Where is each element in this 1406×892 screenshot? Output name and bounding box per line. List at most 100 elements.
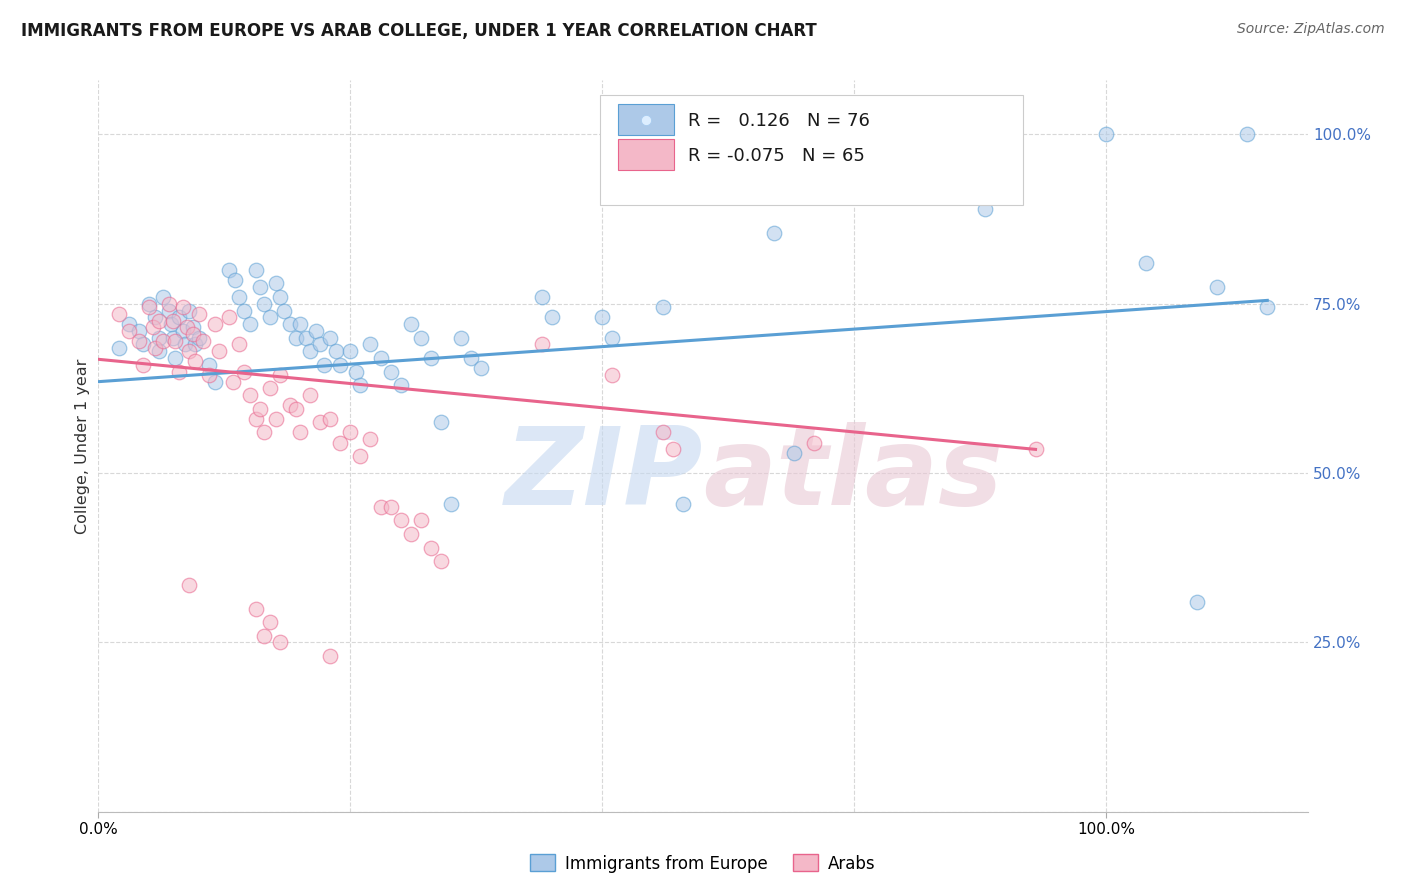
Point [329,435,352,450]
Point [132,337,155,351]
Point [184,354,207,368]
Point [440,497,463,511]
FancyBboxPatch shape [619,104,673,136]
Point [232,303,254,318]
Text: Source: ZipAtlas.com: Source: ZipAtlas.com [1237,22,1385,37]
Point [172,300,194,314]
Text: IMMIGRANTS FROM EUROPE VS ARAB COLLEGE, UNDER 1 YEAR CORRELATION CHART: IMMIGRANTS FROM EUROPE VS ARAB COLLEGE, … [21,22,817,40]
Point [1025,442,1047,457]
Point [450,331,472,345]
Point [107,341,129,355]
Point [273,303,295,318]
Point [162,314,184,328]
Point [1000,164,1022,178]
Point [222,375,245,389]
Point [176,320,198,334]
Point [284,331,307,345]
Point [157,303,180,318]
Point [253,629,276,643]
Point [319,648,342,663]
Point [399,527,422,541]
Point [409,331,432,345]
Point [1095,128,1118,142]
Point [148,331,170,345]
Point [602,331,624,345]
FancyBboxPatch shape [600,95,1024,204]
Point [167,310,190,325]
Point [651,300,673,314]
Point [530,337,553,351]
Point [278,398,301,412]
Text: R = -0.075   N = 65: R = -0.075 N = 65 [689,147,865,165]
Point [314,358,336,372]
Point [762,226,785,240]
Point [188,331,211,345]
Point [1135,256,1157,270]
Point [540,310,562,325]
Point [1206,280,1229,294]
Point [1004,131,1026,145]
Point [269,635,291,649]
Point [181,327,204,342]
FancyBboxPatch shape [619,139,673,169]
Point [188,307,211,321]
Point [430,415,453,429]
Y-axis label: College, Under 1 year: College, Under 1 year [75,359,90,533]
Point [228,290,250,304]
Point [157,297,180,311]
Point [349,449,371,463]
Point [380,364,402,378]
Point [264,277,287,291]
Point [672,497,695,511]
Point [651,425,673,440]
Point [128,324,150,338]
Text: ZIP: ZIP [505,422,703,528]
Point [269,368,291,382]
Point [160,317,183,331]
Point [360,337,382,351]
Point [370,351,392,365]
Point [309,337,332,351]
Point [148,344,170,359]
Point [138,300,160,314]
Point [430,554,453,568]
Point [167,364,190,378]
Point [179,303,201,318]
Point [143,310,166,325]
Point [460,351,482,365]
Point [409,514,432,528]
Point [204,317,226,331]
Point [249,401,271,416]
Point [118,324,141,338]
Point [783,446,806,460]
Point [591,310,613,325]
Point [259,310,281,325]
Point [184,337,207,351]
Point [803,435,825,450]
Point [974,202,997,216]
Point [132,358,155,372]
Point [259,381,281,395]
Point [107,307,129,321]
Point [530,290,553,304]
Point [152,290,174,304]
Point [179,344,201,359]
Point [329,358,352,372]
Point [198,358,221,372]
Point [162,331,184,345]
Point [349,378,371,392]
Point [249,280,271,294]
Point [198,368,221,382]
Legend: Immigrants from Europe, Arabs: Immigrants from Europe, Arabs [523,847,883,880]
Point [344,364,367,378]
Point [284,401,307,416]
Point [148,314,170,328]
Point [224,273,246,287]
Point [228,337,250,351]
Point [142,320,165,334]
Point [138,297,160,311]
Point [264,412,287,426]
Point [420,541,443,555]
Text: atlas: atlas [703,422,1002,528]
Point [232,364,254,378]
